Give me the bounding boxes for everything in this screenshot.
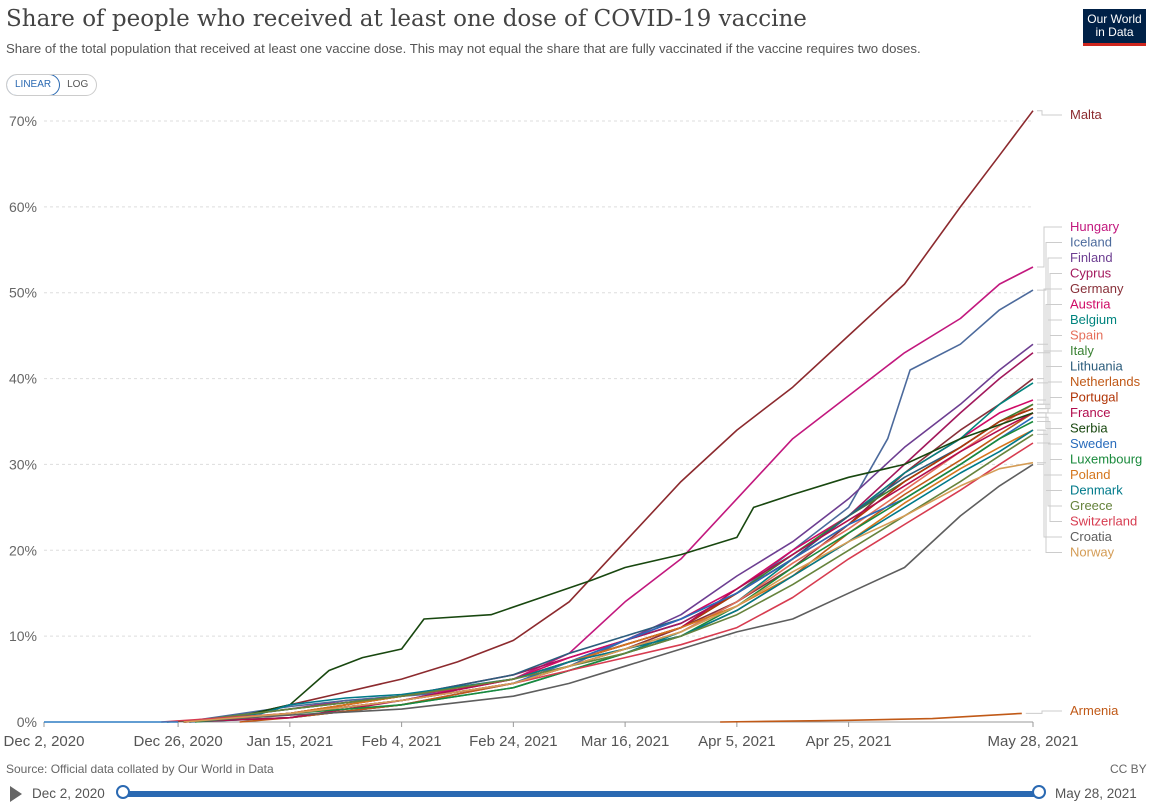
legend-connector (1025, 710, 1062, 714)
legend-label-spain: Spain (1070, 328, 1103, 343)
legend-label-poland: Poland (1070, 467, 1110, 482)
legend-label-belgium: Belgium (1070, 312, 1117, 327)
y-tick-label: 70% (9, 113, 37, 129)
legend-label-switzerland: Switzerland (1070, 514, 1137, 529)
legend-label-iceland: Iceland (1070, 235, 1112, 250)
y-tick-label: 0% (17, 714, 37, 730)
scale-toggle: LINEAR LOG (6, 74, 98, 96)
x-axis: Dec 2, 2020 Dec 26, 2020 Jan 15, 2021 Feb 4… (4, 722, 1079, 750)
x-tick-label: Dec 26, 2020 (133, 733, 222, 750)
legend-connector (1037, 433, 1062, 507)
timeline-end-label: May 28, 2021 (1055, 786, 1137, 801)
y-tick-label: 10% (9, 628, 37, 644)
legend-connector (1037, 412, 1062, 429)
denmark-series-line (183, 429, 1034, 723)
linear-scale-button[interactable]: LINEAR (7, 75, 61, 95)
legend-connector (1037, 335, 1062, 405)
x-tick-label: Feb 4, 2021 (362, 733, 442, 750)
legend-label-greece: Greece (1070, 498, 1113, 513)
legend-label-germany: Germany (1070, 281, 1124, 296)
x-tick-label: Dec 2, 2020 (4, 733, 85, 750)
line-chart: 0%10%20%30%40%50%60%70% Dec 2, 2020 Dec 2… (4, 107, 1143, 750)
x-tick-label: Apr 25, 2021 (806, 733, 892, 750)
legend-label-norway: Norway (1070, 545, 1115, 560)
serbia-series-line (166, 412, 1034, 723)
legend-label-portugal: Portugal (1070, 390, 1119, 405)
timeline-start-handle[interactable] (116, 785, 130, 799)
legend-label-netherlands: Netherlands (1070, 374, 1141, 389)
legend-label-lithuania: Lithuania (1070, 359, 1124, 374)
legend-connector (1037, 110, 1062, 116)
legend-connector (1037, 257, 1062, 345)
armenia-series-line (720, 712, 1022, 723)
play-icon[interactable] (10, 786, 22, 802)
legend-connector (1037, 350, 1062, 405)
legend-connector (1037, 242, 1062, 291)
legend-connector (1037, 288, 1062, 380)
croatia-series-line (183, 463, 1034, 723)
timeline-end-handle[interactable] (1032, 785, 1046, 799)
chart-series (44, 110, 1034, 723)
switzerland-series-line (161, 442, 1034, 723)
legend-connector (1037, 462, 1062, 553)
y-tick-label: 40% (9, 371, 37, 387)
finland-series-line (183, 343, 1034, 723)
norway-series-line (183, 461, 1034, 723)
legend-label-serbia: Serbia (1070, 421, 1108, 436)
cyprus-series-line (183, 352, 1034, 723)
x-tick-label: Apr 5, 2021 (698, 733, 776, 750)
timeline: Dec 2, 2020 May 28, 2021 (0, 781, 1159, 807)
legend-label-denmark: Denmark (1070, 483, 1123, 498)
x-tick-label: Mar 16, 2021 (581, 733, 669, 750)
x-tick-label: Feb 24, 2021 (469, 733, 557, 750)
italy-series-line (183, 403, 1034, 723)
source-note: Source: Official data collated by Our Wo… (6, 762, 274, 776)
legend-label-cyprus: Cyprus (1070, 266, 1112, 281)
legend-label-croatia: Croatia (1070, 529, 1113, 544)
legend-connector (1037, 397, 1062, 410)
x-tick-label: May 28, 2021 (988, 733, 1079, 750)
legend-label-sweden: Sweden (1070, 436, 1117, 451)
y-tick-label: 50% (9, 285, 37, 301)
legend-label-france: France (1070, 405, 1110, 420)
legend-connector (1037, 421, 1062, 460)
chart-legend: MaltaHungaryIcelandFinlandCyprusGermanyA… (1025, 107, 1142, 718)
page-title: Share of people who received at least on… (6, 6, 807, 32)
luxembourg-series-line (194, 420, 1034, 723)
greece-series-line (183, 433, 1034, 723)
logo-line-2: in Data (1095, 25, 1134, 39)
legend-connector (1037, 226, 1062, 268)
spain-series-line (183, 403, 1034, 723)
legend-label-armenia: Armenia (1070, 703, 1119, 718)
y-axis: 0% 10% 20% 30% 40% 50% 60% 70% (9, 113, 37, 730)
legend-connector (1037, 416, 1062, 445)
y-tick-label: 60% (9, 199, 37, 215)
austria-series-line (183, 399, 1034, 723)
legend-label-italy: Italy (1070, 343, 1094, 358)
legend-connector (1037, 304, 1062, 401)
legend-label-luxembourg: Luxembourg (1070, 452, 1142, 467)
chart-grid (44, 120, 1033, 723)
poland-series-line (183, 429, 1034, 723)
page-subtitle: Share of the total population that recei… (6, 41, 921, 56)
logo-line-1: Our World (1087, 12, 1142, 26)
malta-series-line (183, 110, 1034, 723)
portugal-series-line (183, 407, 1034, 723)
timeline-track[interactable] (123, 791, 1039, 797)
legend-label-hungary: Hungary (1070, 219, 1120, 234)
log-scale-button[interactable]: LOG (67, 79, 89, 90)
legend-label-malta: Malta (1070, 107, 1103, 122)
legend-connector (1037, 442, 1062, 522)
legend-label-austria: Austria (1070, 297, 1111, 312)
legend-label-finland: Finland (1070, 250, 1113, 265)
legend-connector (1037, 463, 1062, 538)
x-tick-label: Jan 15, 2021 (246, 733, 333, 750)
timeline-start-label: Dec 2, 2020 (32, 786, 105, 801)
license-link[interactable]: CC BY (1110, 762, 1147, 776)
legend-connector (1037, 429, 1062, 491)
y-tick-label: 30% (9, 456, 37, 472)
owid-logo[interactable]: Our World in Data (1083, 9, 1146, 46)
y-tick-label: 20% (9, 542, 37, 558)
